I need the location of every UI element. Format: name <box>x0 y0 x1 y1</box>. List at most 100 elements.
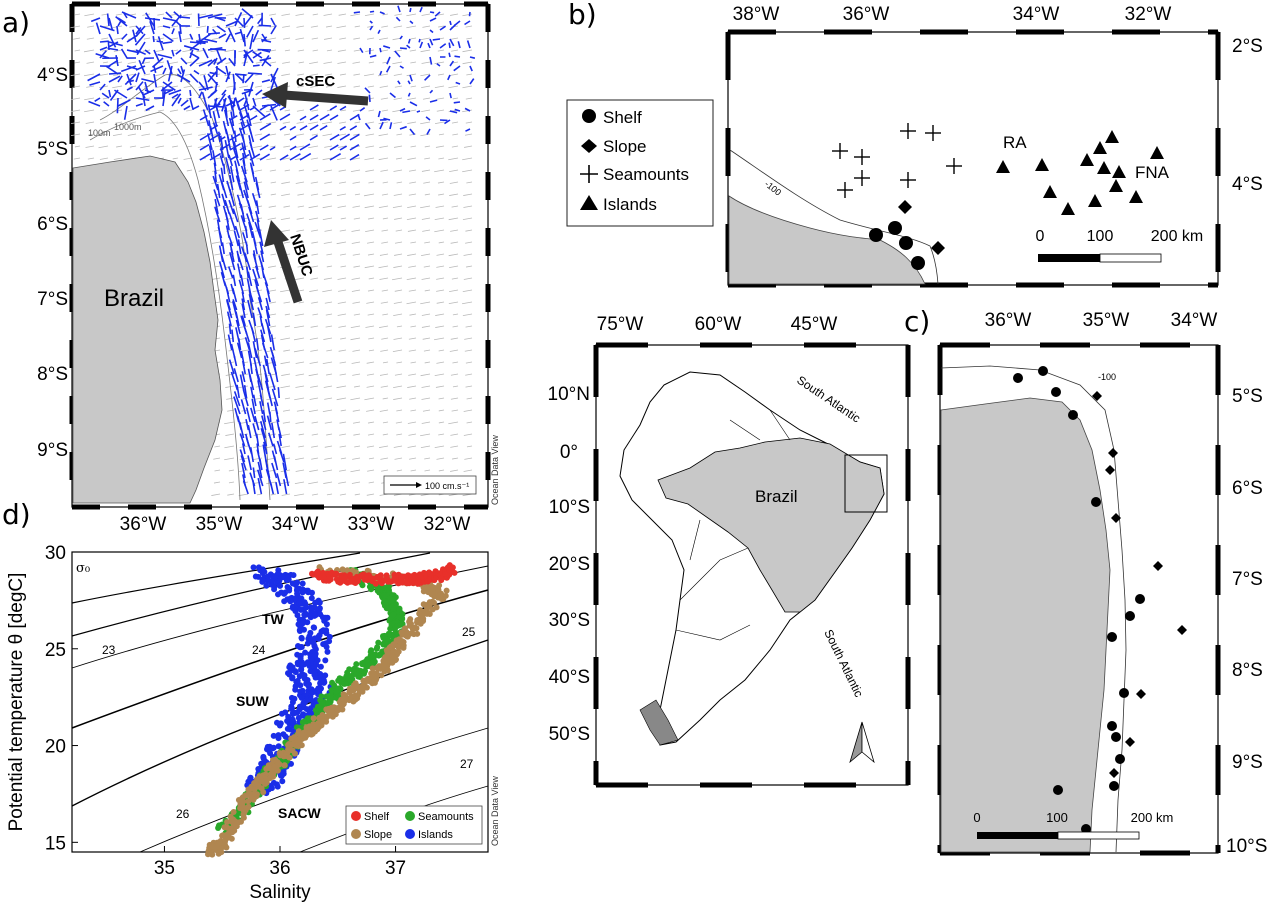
slope-station-marker <box>1105 465 1115 475</box>
grey-vector <box>86 37 95 40</box>
ts-point-seamounts <box>375 639 382 646</box>
grey-vector <box>437 49 445 52</box>
current-vector <box>319 113 330 121</box>
current-vector <box>251 192 258 207</box>
ts-point-slope <box>398 638 405 644</box>
grey-vector <box>270 409 277 412</box>
current-vector <box>233 355 238 367</box>
grey-vector <box>339 445 347 448</box>
current-vector <box>299 143 311 151</box>
current-vector <box>429 99 438 103</box>
grey-vector <box>325 25 333 28</box>
current-vector <box>219 143 231 151</box>
current-vector <box>449 20 452 26</box>
grey-vector <box>308 205 319 209</box>
grey-vector <box>394 13 403 16</box>
current-vector <box>243 50 248 59</box>
grey-vector <box>102 61 109 64</box>
grey-vector <box>368 109 375 112</box>
current-vector <box>432 38 441 41</box>
current-vector <box>409 20 414 25</box>
current-vector <box>252 394 257 407</box>
ts-point-slope <box>289 741 296 748</box>
grey-vector <box>396 433 403 436</box>
grey-vector <box>170 37 179 40</box>
grey-vector <box>224 217 235 221</box>
current-vector <box>228 212 236 231</box>
grey-vector <box>420 37 431 41</box>
ts-point-islands <box>288 705 295 712</box>
grey-vector <box>322 121 333 125</box>
current-vector <box>233 391 241 407</box>
grey-vector <box>226 397 235 400</box>
current-vector <box>250 407 256 423</box>
grey-vector <box>452 313 459 316</box>
ts-point-slope <box>407 616 414 623</box>
grey-vector <box>295 181 305 184</box>
ts-point-slope <box>402 625 408 632</box>
ts-point-slope <box>288 735 295 742</box>
current-vector <box>364 87 371 94</box>
grey-vector <box>297 49 305 52</box>
current-vector <box>242 389 249 407</box>
current-vector <box>377 29 381 34</box>
current-vector <box>248 221 254 239</box>
current-vector <box>267 389 273 407</box>
lon-tick-36w-a: 36°W <box>120 514 167 535</box>
grey-vector <box>421 61 431 64</box>
current-vector <box>261 36 268 43</box>
current-vector <box>157 53 173 59</box>
grey-vector <box>170 121 179 124</box>
lon-tick-45w: 45°W <box>791 314 838 335</box>
grey-vector <box>226 85 235 88</box>
grey-vector <box>340 109 347 112</box>
current-vector <box>231 105 236 119</box>
scalebar-b-0: 0 <box>1036 228 1045 245</box>
ts-point-islands <box>322 657 329 664</box>
grey-vector <box>463 469 473 472</box>
grey-vector <box>312 49 319 52</box>
grey-vector <box>420 49 431 53</box>
grey-vector <box>186 109 193 112</box>
current-vector <box>266 415 273 431</box>
grey-vector <box>366 445 375 448</box>
grey-vector <box>298 445 305 448</box>
current-vector <box>135 102 143 107</box>
ts-ylabel: Potential temperature θ [degC] <box>6 573 27 832</box>
current-vector <box>272 443 278 455</box>
current-vector <box>157 36 164 51</box>
shelf-station-marker <box>1109 781 1119 791</box>
current-vector <box>168 89 182 96</box>
grey-vector <box>337 61 347 64</box>
current-vector <box>151 57 164 68</box>
current-vector <box>368 94 371 103</box>
contour-100m <box>89 111 241 501</box>
current-vector <box>177 97 182 104</box>
current-vector <box>425 116 431 121</box>
grey-vector <box>228 469 235 472</box>
grey-vector <box>352 181 361 184</box>
grey-vector <box>448 217 459 221</box>
grey-vector <box>127 133 137 136</box>
grey-vector <box>128 121 137 124</box>
grey-vector <box>367 469 375 472</box>
lat-tick-7s: 7°S <box>37 289 68 310</box>
grey-vector <box>466 37 473 40</box>
grey-vector <box>267 373 277 376</box>
grey-vector <box>338 481 347 484</box>
current-vector <box>243 17 246 28</box>
grey-vector <box>170 25 179 28</box>
current-vector <box>229 188 236 207</box>
current-vector <box>252 268 260 287</box>
current-vector <box>389 92 396 99</box>
grey-vector <box>421 217 431 220</box>
ts-point-islands <box>289 580 296 587</box>
grey-vector <box>393 97 403 100</box>
ts-point-slope <box>403 633 410 640</box>
current-vector <box>153 73 158 88</box>
current-vector <box>277 426 283 439</box>
grey-vector <box>295 457 305 460</box>
current-vector <box>265 358 270 375</box>
grey-vector <box>365 169 375 172</box>
current-vector <box>449 92 452 99</box>
